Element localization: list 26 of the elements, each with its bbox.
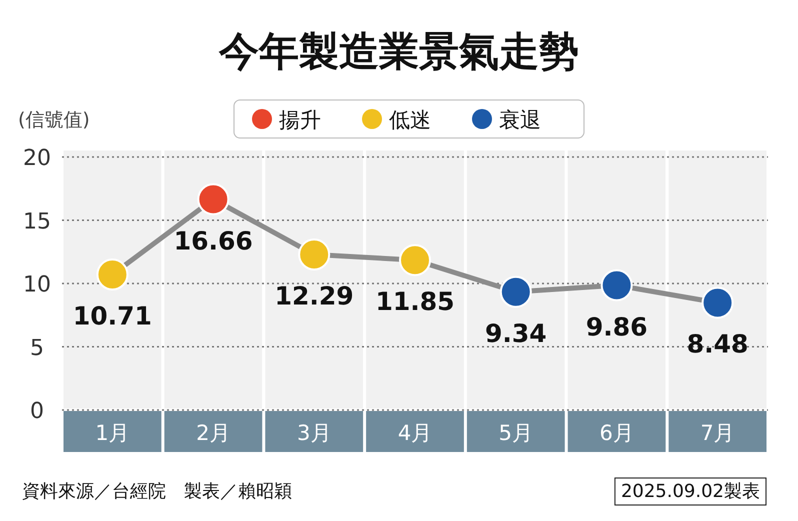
source-note: 資料來源／台經院 製表／賴昭穎 [22, 481, 292, 502]
y-tick-label: 15 [23, 209, 51, 234]
data-label: 11.85 [375, 287, 455, 316]
legend-label: 揚升 [279, 108, 321, 132]
y-axis-title: (信號值) [18, 109, 90, 131]
data-label: 9.86 [586, 312, 648, 342]
data-label: 8.48 [686, 330, 748, 359]
legend-label: 低迷 [389, 108, 431, 132]
y-tick-label: 10 [23, 272, 51, 298]
text: 2025.09.02製表 [620, 481, 760, 502]
data-label: 10.71 [72, 302, 152, 331]
y-tick-label: 0 [30, 399, 44, 424]
x-tick-label: 7月 [700, 421, 735, 445]
legend-label: 衰退 [499, 108, 541, 132]
data-label: 12.29 [274, 282, 354, 311]
x-tick-label: 4月 [398, 421, 432, 445]
data-label: 9.34 [485, 318, 547, 348]
y-tick-label: 20 [23, 146, 51, 171]
x-tick-label: 5月 [498, 421, 534, 445]
x-tick-label: 6月 [600, 421, 634, 445]
x-tick-label: 3月 [296, 421, 332, 445]
chart-title: 今年製造業景氣走勢 [218, 29, 579, 75]
data-label: 16.66 [174, 226, 253, 256]
y-tick-label: 5 [30, 336, 44, 361]
x-tick-label: 1月 [95, 421, 130, 445]
x-tick-label: 2月 [196, 421, 230, 445]
